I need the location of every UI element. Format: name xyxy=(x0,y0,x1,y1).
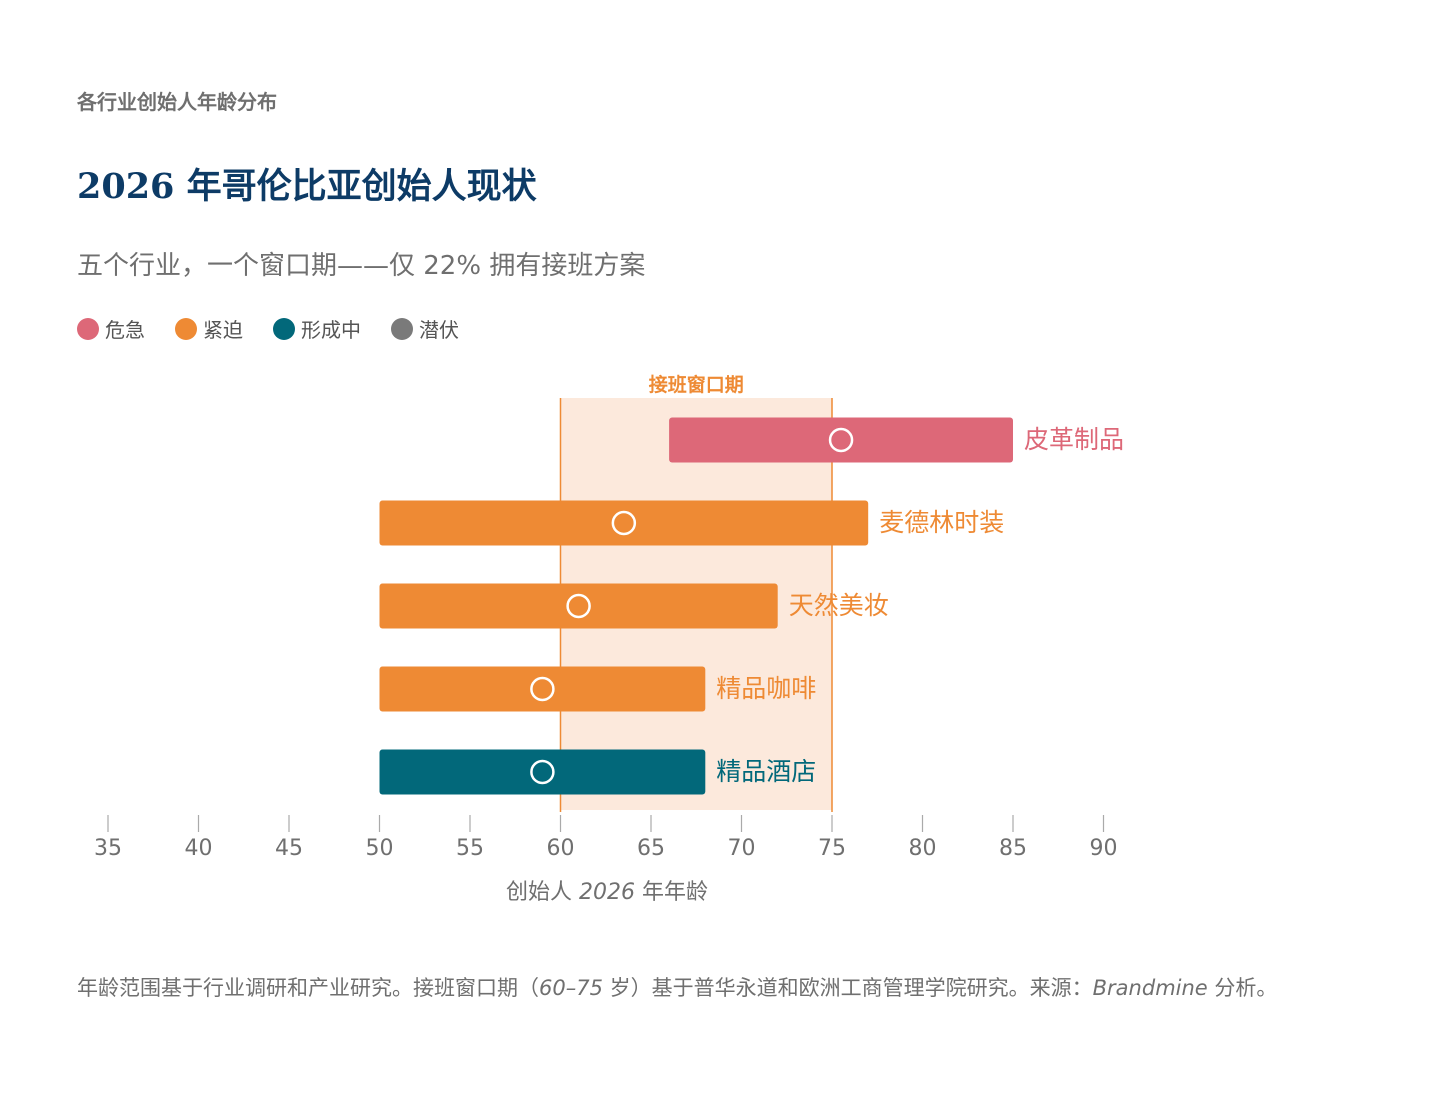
bar-label: 天然美妆 xyxy=(789,591,889,620)
x-tick-label: 70 xyxy=(728,836,756,861)
x-tick-label: 60 xyxy=(547,836,575,861)
footnote-window-range: 60–75 xyxy=(539,976,603,1000)
x-axis-label-suffix: 年年龄 xyxy=(635,880,708,905)
median-marker xyxy=(530,676,555,702)
median-marker xyxy=(530,759,555,785)
x-axis: 35 40 45 50 55 60 65 70 75 80 85 90 xyxy=(94,815,1118,861)
chart-subtitle: 五个行业，一个窗口期——仅 22% 拥有接班方案 xyxy=(77,251,646,281)
footnote-text-2: 岁）基于普华永道和欧洲工商管理学院研究。来源： xyxy=(602,976,1093,1000)
x-tick-label: 65 xyxy=(637,836,665,861)
footnote-text-1: 年龄范围基于行业调研和产业研究。接班窗口期（ xyxy=(77,976,539,1000)
x-tick-label: 45 xyxy=(275,836,303,861)
median-marker xyxy=(828,427,854,453)
legend-label-forming: 形成中 xyxy=(301,318,361,342)
x-tick-label: 75 xyxy=(818,836,846,861)
legend-item-latent: 潜伏 xyxy=(391,314,459,343)
footnote-text-3: 分析。 xyxy=(1207,976,1278,1000)
x-tick-label: 50 xyxy=(366,836,394,861)
range-bar xyxy=(669,417,1013,463)
bar-group: 精品咖啡 xyxy=(379,666,816,712)
median-marker xyxy=(566,593,591,619)
bar-label: 精品咖啡 xyxy=(716,674,816,703)
range-bar xyxy=(379,500,869,546)
x-tick-label: 85 xyxy=(999,836,1027,861)
x-axis-label-year: 2026 xyxy=(579,880,635,905)
bar-label: 麦德林时装 xyxy=(879,508,1004,537)
legend-dot-latent xyxy=(391,317,413,340)
legend-dot-urgent xyxy=(175,317,197,340)
legend-label-critical: 危急 xyxy=(105,318,145,342)
footnote: 年龄范围基于行业调研和产业研究。接班窗口期（60–75 岁）基于普华永道和欧洲工… xyxy=(77,972,1367,1004)
legend-item-critical: 危急 xyxy=(77,314,145,343)
x-tick-label: 40 xyxy=(185,836,213,861)
median-marker xyxy=(611,510,637,536)
range-bar xyxy=(379,583,778,629)
legend-label-latent: 潜伏 xyxy=(419,318,459,342)
footnote-source: Brandmine xyxy=(1092,976,1208,1000)
chart-title: 2026 年哥伦比亚创始人现状 xyxy=(77,166,537,207)
legend-dot-forming xyxy=(273,317,295,340)
x-tick-label: 80 xyxy=(909,836,937,861)
chart-eyebrow: 各行业创始人年龄分布 xyxy=(77,90,277,114)
legend-dot-critical xyxy=(77,317,99,340)
legend: 危急 紧迫 形成中 潜伏 xyxy=(77,314,459,343)
x-axis-label-prefix: 创始人 xyxy=(506,880,579,905)
range-bar xyxy=(379,666,706,712)
window-label: 接班窗口期 xyxy=(649,373,744,396)
bar-group: 精品酒店 xyxy=(379,749,816,795)
bar-label: 精品酒店 xyxy=(716,757,816,786)
bar-group: 皮革制品 xyxy=(669,417,1124,463)
legend-item-forming: 形成中 xyxy=(273,314,361,343)
x-axis-label: 创始人 2026 年年龄 xyxy=(506,880,708,905)
x-tick-label: 90 xyxy=(1090,836,1118,861)
range-bar xyxy=(379,749,706,795)
x-tick-label: 35 xyxy=(94,836,122,861)
legend-item-urgent: 紧迫 xyxy=(175,314,243,343)
x-tick-label: 55 xyxy=(456,836,484,861)
bar-label: 皮革制品 xyxy=(1024,425,1124,454)
bar-group: 麦德林时装 xyxy=(379,500,1004,546)
bar-group: 天然美妆 xyxy=(379,583,889,629)
legend-label-urgent: 紧迫 xyxy=(203,318,243,342)
